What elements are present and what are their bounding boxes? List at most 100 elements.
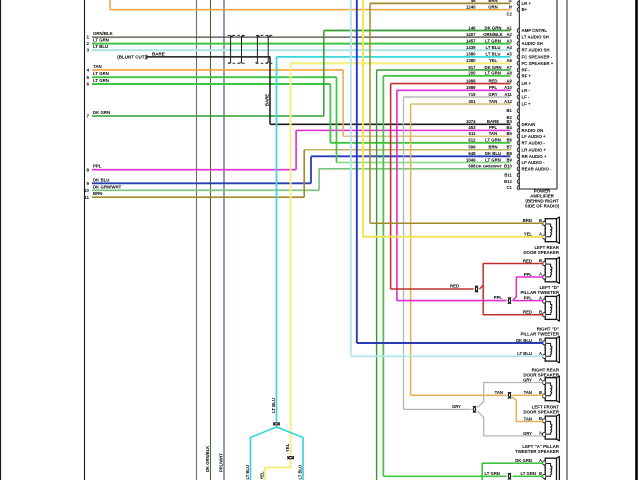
svg-text:B1: B1 [506, 108, 512, 113]
svg-text:DOOR SPEAKER: DOOR SPEAKER [523, 372, 559, 377]
svg-text:RIGHT "D": RIGHT "D" [537, 327, 559, 332]
svg-text:RIGHT REAR: RIGHT REAR [532, 367, 560, 372]
svg-text:B: B [539, 218, 542, 223]
svg-text:GRY: GRY [488, 92, 497, 97]
svg-text:RED: RED [488, 78, 497, 83]
svg-text:YEL: YEL [524, 232, 533, 237]
svg-text:LT BLU: LT BLU [486, 52, 501, 57]
svg-text:A: A [539, 431, 542, 436]
svg-text:A: A [539, 458, 542, 463]
svg-text:GRY: GRY [523, 431, 532, 436]
svg-text:LT BLU: LT BLU [297, 465, 302, 480]
svg-text:LT AUDIO SH: LT AUDIO SH [522, 35, 549, 40]
svg-text:B7: B7 [506, 145, 512, 150]
svg-text:RT AUDIO -: RT AUDIO - [522, 140, 546, 145]
svg-text:A5: A5 [506, 52, 512, 57]
svg-text:1457: 1457 [466, 38, 476, 43]
svg-text:1074: 1074 [466, 119, 476, 124]
svg-text:46: 46 [471, 0, 476, 3]
svg-text:A: A [539, 351, 542, 356]
svg-text:146: 146 [468, 25, 476, 30]
svg-text:ORN/BLK: ORN/BLK [93, 31, 114, 36]
svg-text:H: H [509, 4, 512, 9]
svg-text:AUDIO SH: AUDIO SH [522, 41, 543, 46]
svg-text:DK GRN: DK GRN [485, 25, 502, 30]
svg-text:LT BLU: LT BLU [517, 351, 532, 356]
svg-text:LF AUDIO -: LF AUDIO - [522, 160, 546, 165]
svg-text:A: A [539, 232, 542, 237]
svg-text:LT BLU: LT BLU [486, 45, 501, 50]
svg-text:LT GRN: LT GRN [93, 38, 109, 43]
svg-text:YEL: YEL [285, 443, 290, 452]
svg-text:A: A [539, 295, 542, 300]
svg-text:PPL: PPL [524, 272, 533, 277]
svg-text:599: 599 [468, 145, 476, 150]
svg-text:FC SPEAKER -: FC SPEAKER - [522, 55, 553, 60]
svg-text:LT GRN: LT GRN [93, 78, 109, 83]
svg-text:9: 9 [86, 181, 89, 186]
svg-text:RED: RED [523, 258, 532, 263]
svg-text:DRAIN: DRAIN [522, 122, 536, 127]
svg-text:BARE: BARE [152, 51, 165, 56]
svg-text:B4: B4 [506, 125, 512, 130]
svg-text:TAN: TAN [495, 390, 503, 395]
svg-text:LT GRN: LT GRN [485, 38, 501, 43]
svg-text:LT GRN: LT GRN [485, 71, 501, 76]
svg-text:A1: A1 [506, 25, 512, 30]
svg-text:B3: B3 [506, 119, 512, 124]
svg-text:B8: B8 [506, 151, 512, 156]
svg-text:BRN: BRN [488, 145, 497, 150]
svg-text:2: 2 [86, 41, 89, 46]
svg-text:PPL/WHT: PPL/WHT [218, 453, 223, 472]
svg-text:BRN: BRN [523, 218, 532, 223]
svg-text:A2: A2 [506, 32, 512, 37]
svg-text:LEFT "A" PILLAR: LEFT "A" PILLAR [522, 444, 559, 449]
svg-text:1989: 1989 [466, 85, 476, 90]
svg-text:POWER: POWER [534, 189, 551, 194]
svg-text:DK GRN: DK GRN [93, 110, 110, 115]
svg-text:LEFT "D": LEFT "D" [539, 285, 559, 290]
svg-text:4: 4 [86, 68, 89, 73]
svg-text:DOOR SPEAKER: DOOR SPEAKER [523, 409, 559, 414]
svg-text:B9: B9 [506, 157, 512, 162]
svg-text:10: 10 [84, 188, 90, 193]
svg-text:RADIO ON: RADIO ON [522, 128, 544, 133]
svg-text:11: 11 [84, 195, 89, 200]
svg-text:200: 200 [468, 71, 476, 76]
svg-text:PPL: PPL [93, 164, 102, 169]
svg-text:C1: C1 [506, 185, 512, 190]
svg-text:(BLUNT CUT): (BLUNT CUT) [117, 54, 146, 59]
svg-text:TAN: TAN [524, 390, 532, 395]
svg-text:RT AUDIO SH: RT AUDIO SH [522, 48, 550, 53]
svg-text:C2: C2 [506, 12, 512, 17]
svg-text:1380: 1380 [466, 58, 476, 63]
svg-text:TAN: TAN [524, 416, 532, 421]
svg-text:RF +: RF + [522, 73, 532, 78]
svg-text:1439: 1439 [466, 45, 476, 50]
svg-text:A10: A10 [504, 85, 512, 90]
svg-text:1380: 1380 [466, 52, 476, 57]
svg-text:ORN: ORN [488, 4, 498, 9]
svg-text:BARE: BARE [264, 94, 269, 106]
svg-text:453: 453 [468, 125, 476, 130]
svg-text:DK GRN/BLK: DK GRN/BLK [205, 446, 210, 472]
svg-text:DK GRN/WHT: DK GRN/WHT [93, 184, 122, 189]
svg-text:PPL: PPL [494, 295, 503, 300]
svg-text:1: 1 [86, 35, 89, 40]
svg-text:1240: 1240 [466, 4, 476, 9]
svg-text:A: A [539, 272, 542, 277]
svg-text:RF -: RF - [522, 68, 531, 73]
svg-text:AMPLIFIER: AMPLIFIER [530, 194, 554, 199]
svg-text:3: 3 [86, 48, 89, 53]
svg-text:LT GRN: LT GRN [485, 138, 501, 143]
svg-text:917: 917 [468, 65, 476, 70]
svg-text:LT GRN: LT GRN [520, 471, 536, 476]
svg-text:611: 611 [469, 131, 477, 136]
svg-text:B: B [539, 471, 542, 476]
svg-text:5: 5 [86, 75, 89, 80]
svg-text:TAN: TAN [489, 99, 498, 104]
svg-text:612: 612 [468, 138, 476, 143]
svg-text:6: 6 [86, 82, 89, 87]
svg-text:LF AUDIO +: LF AUDIO + [522, 134, 547, 139]
svg-text:A6: A6 [506, 58, 512, 63]
